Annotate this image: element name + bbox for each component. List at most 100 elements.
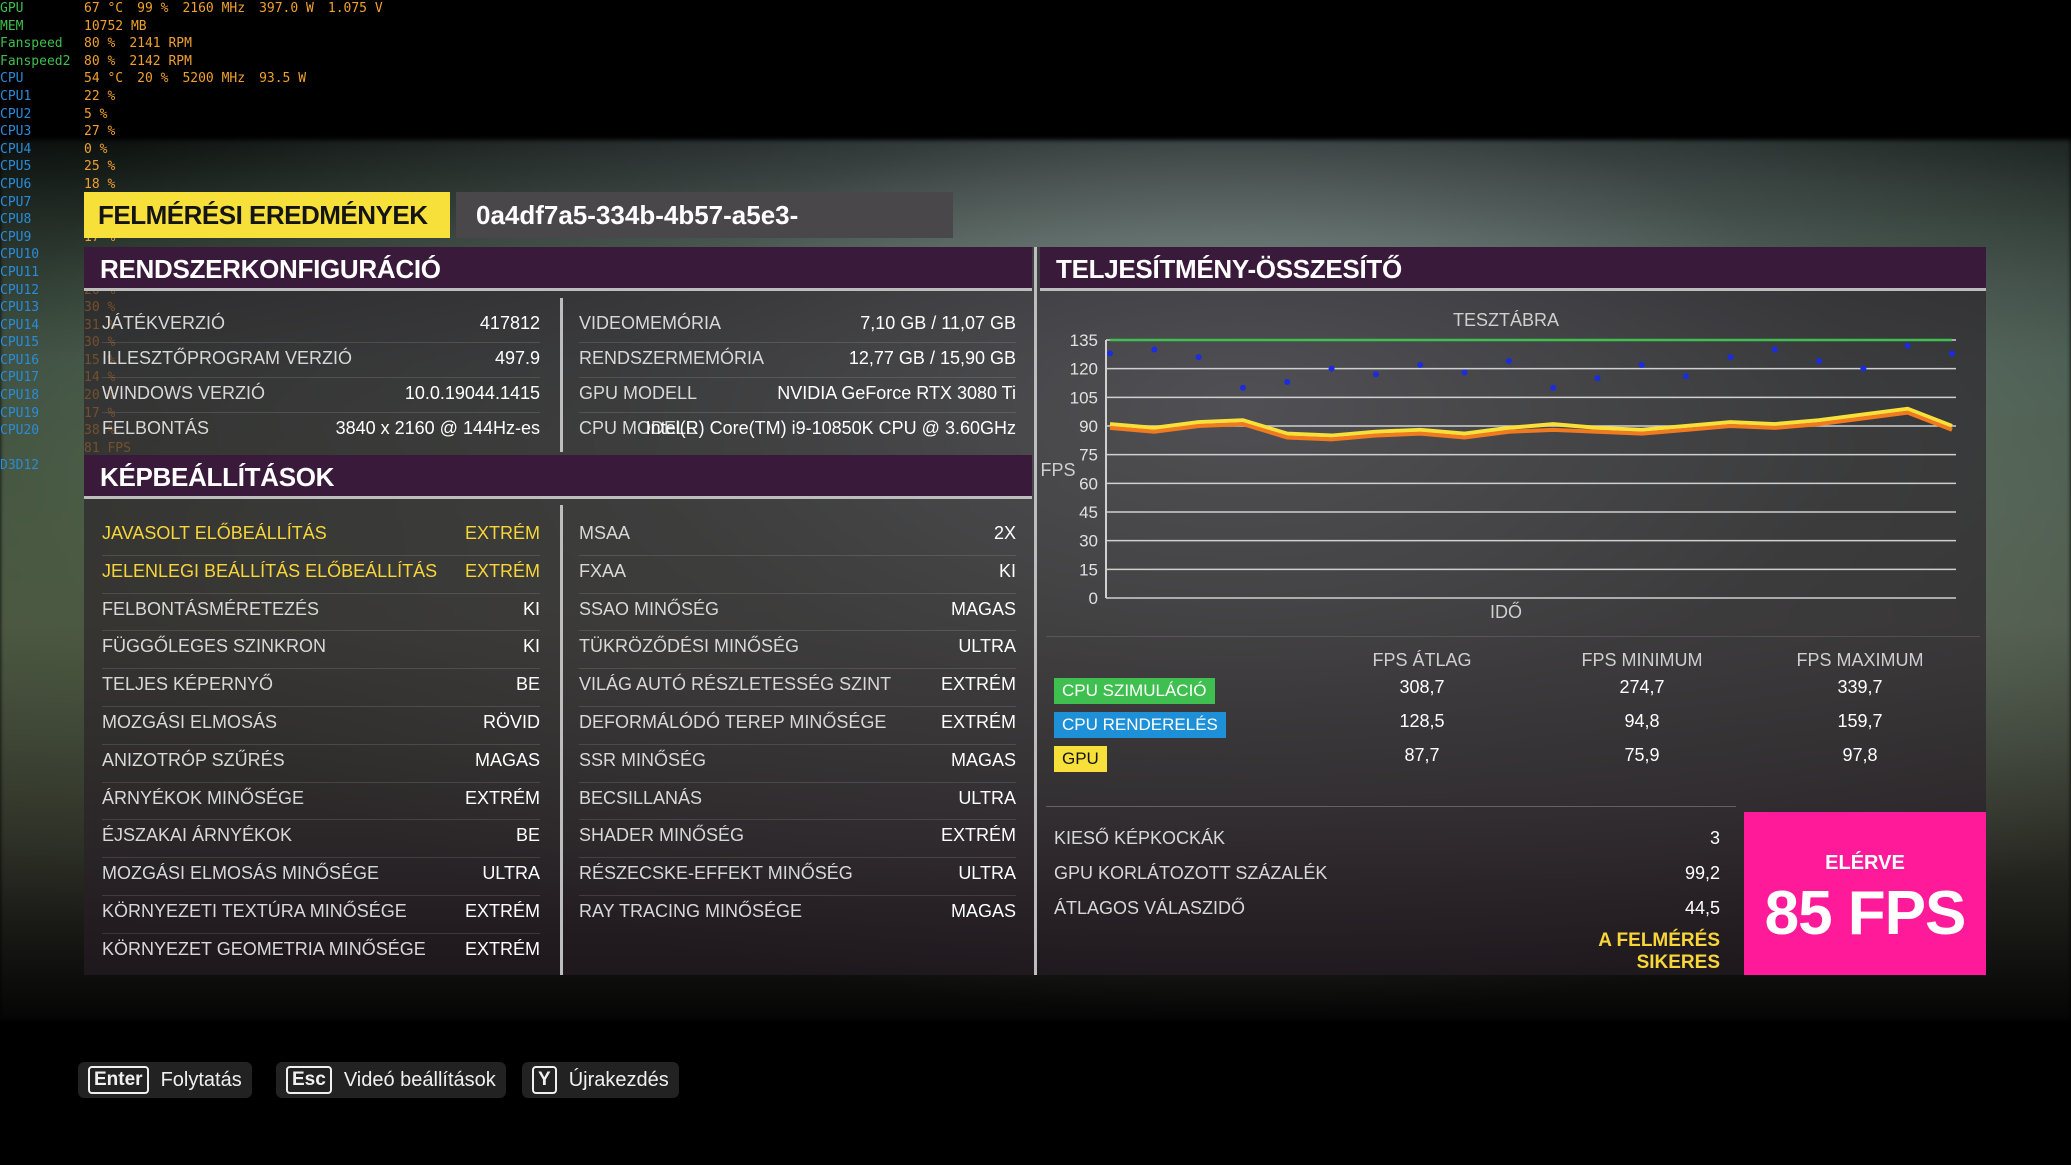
- sysconfig-value: NVIDIA GeForce RTX 3080 Ti: [777, 383, 1016, 403]
- sysconfig-row: FELBONTÁS 3840 x 2160 @ 144Hz-es: [102, 413, 540, 443]
- data-point: [1683, 373, 1690, 380]
- sysconfig-value: 417812: [479, 313, 540, 333]
- graphics-value: EXTRÉM: [464, 938, 540, 959]
- divider: [102, 819, 540, 821]
- osd-label: CPU1: [0, 88, 32, 104]
- data-point: [1195, 354, 1202, 361]
- graphics-row: ÉJSZAKAI ÁRNYÉKOK BE: [102, 820, 540, 850]
- graphics-value: EXTRÉM: [940, 674, 1016, 695]
- divider: [579, 857, 1016, 859]
- data-point: [1727, 354, 1734, 361]
- osd-label: CPU12: [0, 282, 40, 298]
- divider: [579, 342, 1016, 343]
- osd-label: CPU6: [0, 176, 32, 192]
- sysconfig-label: WINDOWS VERZIÓ: [102, 383, 265, 403]
- graphics-label: KÖRNYEZET GEOMETRIA MINŐSÉGE: [102, 938, 426, 959]
- footer-button-y[interactable]: Y Újrakezdés: [522, 1062, 679, 1098]
- stat-value: 94,8: [1624, 711, 1660, 731]
- stat-value: 159,7: [1837, 711, 1883, 731]
- graphics-value: MAGAS: [950, 749, 1016, 770]
- stat-row-label: CPU RENDERELÉS: [1054, 712, 1226, 738]
- osd-value: 2141 RPM: [129, 36, 192, 52]
- sysconfig-value: 3840 x 2160 @ 144Hz-es: [335, 418, 540, 438]
- divider: [102, 377, 540, 378]
- graphics-header: KÉPBEÁLLÍTÁSOK: [84, 455, 1032, 499]
- osd-label: CPU17: [0, 370, 40, 386]
- osd-label: CPU10: [0, 247, 40, 263]
- graphics-value: BE: [515, 674, 540, 695]
- divider: [102, 668, 540, 670]
- divider: [102, 592, 540, 594]
- footer-button-label: Folytatás: [160, 1069, 242, 1091]
- graphics-value: RÖVID: [482, 712, 540, 732]
- data-point: [1328, 365, 1335, 372]
- y-tick-label: 0: [1089, 589, 1098, 608]
- divider: [102, 342, 540, 343]
- kpi-label: KIESŐ KÉPKOCKÁK: [1054, 828, 1226, 848]
- divider: [102, 554, 540, 556]
- osd-row: CPU6 18 %: [0, 176, 383, 194]
- osd-value: 1.075 V: [327, 1, 383, 16]
- sysconfig-row: JÁTÉKVERZIÓ 417812: [102, 308, 540, 338]
- graphics-label: JAVASOLT ELŐBEÁLLÍTÁS: [102, 523, 327, 543]
- osd-label: CPU4: [0, 141, 32, 157]
- osd-label: CPU11: [0, 264, 40, 280]
- page-title: FELMÉRÉSI EREDMÉNYEK: [84, 192, 450, 238]
- footer-button-label: Újrakezdés: [568, 1069, 669, 1091]
- graphics-label: ÁRNYÉKOK MINŐSÉGE: [102, 787, 305, 808]
- divider: [560, 298, 563, 452]
- graphics-value: ULTRA: [482, 863, 540, 884]
- graphics-row: MSAA 2X: [579, 518, 1016, 548]
- osd-label: CPU14: [0, 317, 40, 333]
- graphics-label: JELENLEGI BEÁLLÍTÁS ELŐBEÁLLÍTÁS: [102, 560, 438, 581]
- kpi-label: GPU KORLÁTOZOTT SZÁZALÉK: [1054, 863, 1328, 883]
- sysconfig-value: 12,77 GB / 15,90 GB: [848, 348, 1016, 368]
- data-point: [1417, 361, 1424, 368]
- data-point: [1816, 358, 1823, 365]
- osd-label: MEM: [0, 18, 24, 34]
- achieved-fps: 85 FPS: [1764, 879, 1967, 948]
- osd-row: CPU3 27 %: [0, 123, 383, 141]
- run-id: 0a4df7a5-334b-4b57-a5e3-6daf861834a5: [456, 192, 953, 276]
- divider: [579, 412, 1016, 413]
- graphics-label: SSR MINŐSÉG: [579, 749, 707, 770]
- osd-label: CPU9: [0, 229, 32, 245]
- osd-row: D3D12: [0, 457, 383, 475]
- stat-row-label: CPU SZIMULÁCIÓ: [1054, 678, 1215, 704]
- y-tick-label: 105: [1070, 388, 1098, 407]
- graphics-value: KI: [522, 598, 540, 619]
- graphics-label: RAY TRACING MINŐSÉGE: [579, 901, 803, 921]
- stat-value: 87,7: [1404, 745, 1440, 765]
- graphics-value: BE: [515, 825, 540, 846]
- osd-row: Fanspeed2 80 % 2142 RPM: [0, 53, 383, 71]
- graphics-value: MAGAS: [474, 749, 540, 770]
- divider: [579, 668, 1016, 670]
- graphics-row: FELBONTÁSMÉRETEZÉS KI: [102, 594, 540, 624]
- graphics-value: EXTRÉM: [464, 901, 540, 921]
- graphics-row: TELJES KÉPERNYŐ BE: [102, 669, 540, 699]
- stat-value: 128,5: [1399, 711, 1445, 731]
- osd-value: 397.0 W: [259, 1, 314, 16]
- osd-value: 99 %: [137, 1, 169, 16]
- graphics-label: VILÁG AUTÓ RÉSZLETESSÉG SZINT: [579, 674, 892, 695]
- osd-label: CPU7: [0, 194, 32, 210]
- graphics-label: FELBONTÁSMÉRETEZÉS: [102, 598, 320, 619]
- data-point: [1860, 365, 1867, 372]
- footer-button-enter[interactable]: Enter Folytatás: [78, 1062, 252, 1098]
- osd-row: CPU2 5 %: [0, 106, 383, 124]
- y-tick-label: 120: [1070, 360, 1098, 379]
- divider: [579, 706, 1016, 707]
- fps-chart: TESZTÁBRA FPS IDŐ 0 15 30 45 60 75 90 105 120 135: [1040, 310, 1956, 622]
- osd-value: 80 %: [84, 36, 116, 52]
- series-line: [1109, 410, 1953, 442]
- graphics-label: MSAA: [579, 523, 631, 543]
- achieved-label: ELÉRVE: [1825, 852, 1905, 874]
- divider: [1046, 636, 1980, 637]
- osd-value: 20 %: [137, 71, 169, 87]
- graphics-row: RAY TRACING MINŐSÉGE MAGAS: [579, 896, 1016, 926]
- osd-label: D3D12: [0, 458, 40, 474]
- divider: [579, 630, 1016, 632]
- footer-button-esc[interactable]: Esc Videó beállítások: [276, 1062, 506, 1098]
- y-tick-label: 60: [1079, 474, 1098, 493]
- data-point: [1594, 375, 1601, 382]
